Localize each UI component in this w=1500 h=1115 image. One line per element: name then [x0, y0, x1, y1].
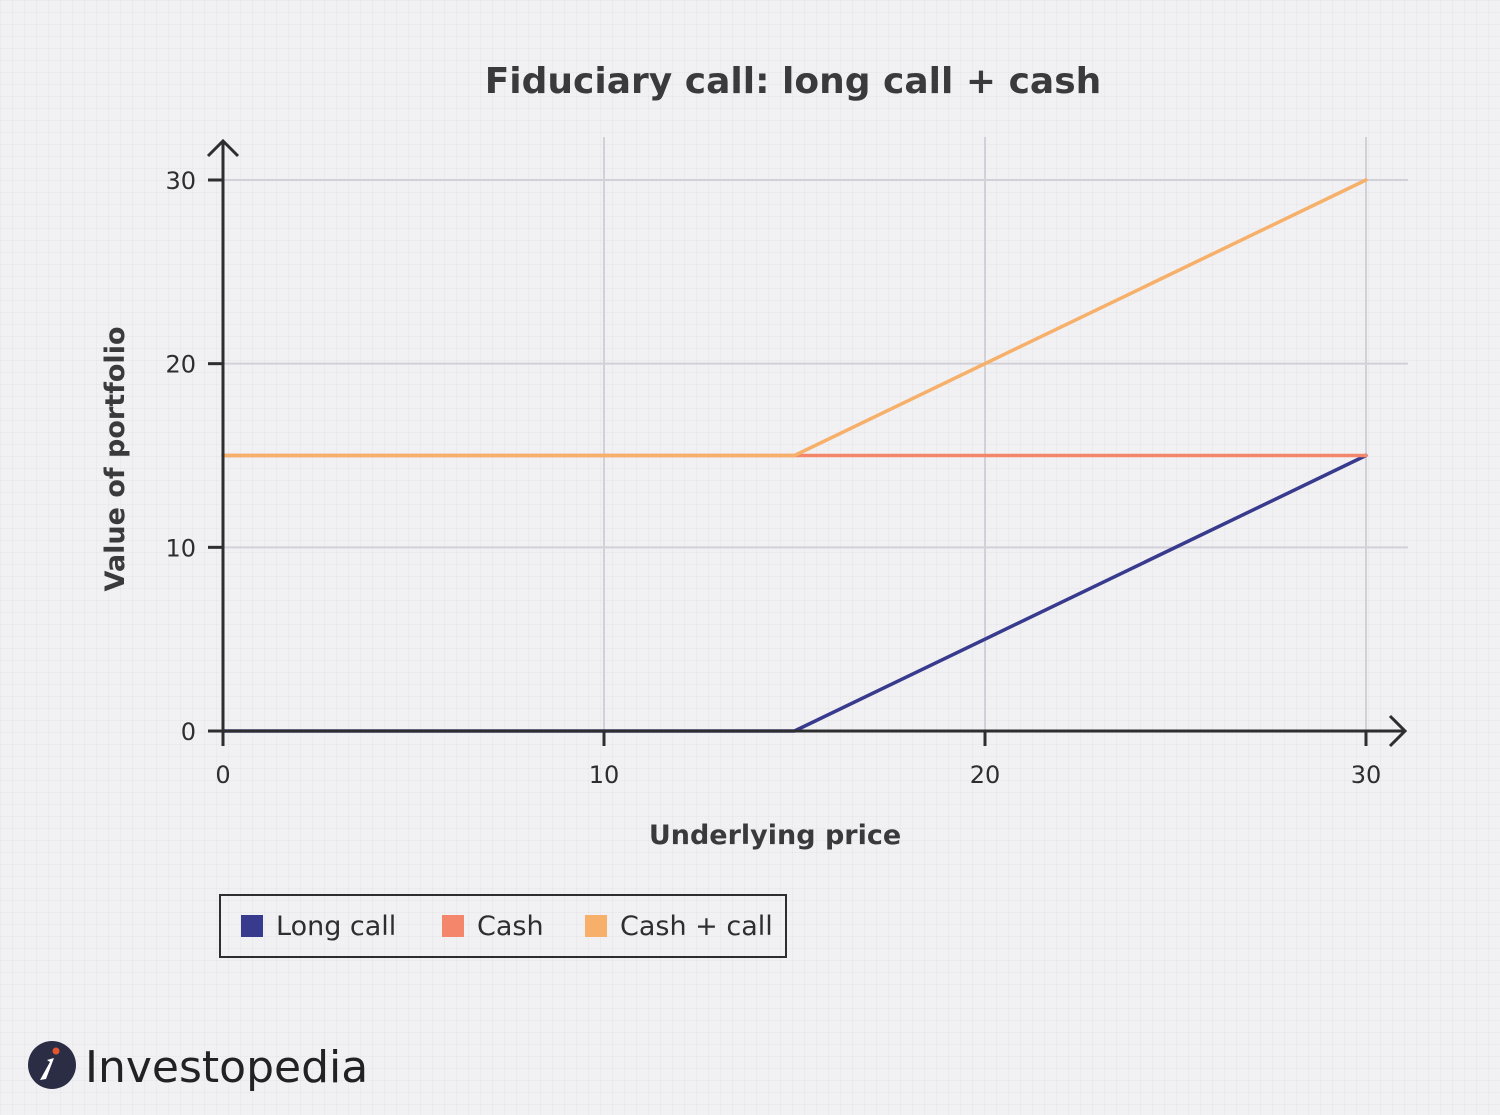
- grid: [223, 137, 1408, 731]
- chart-title: Fiduciary call: long call + cash: [485, 61, 1102, 102]
- legend-swatch-1: [241, 915, 263, 937]
- legend-label-1: Long call: [276, 911, 396, 942]
- y-tick-label-0: 0: [181, 718, 196, 746]
- logo-mark: [28, 1041, 76, 1089]
- legend-label-3: Cash + call: [620, 911, 773, 942]
- y-tick-label-20: 20: [165, 351, 196, 379]
- y-tick-label-10: 10: [165, 534, 196, 562]
- tick-labels: 0 10 20 30 0 10 20 30: [165, 167, 1381, 789]
- legend-swatch-3: [585, 915, 607, 937]
- series-line-1: [221, 453, 1368, 733]
- logo-text: Investopedia: [85, 1042, 368, 1093]
- logo-mark-stroke: [40, 1058, 54, 1080]
- x-tick-label-10: 10: [589, 761, 620, 789]
- x-tick-label-0: 0: [215, 761, 230, 789]
- series-layer: [221, 178, 1368, 733]
- legend-swatch-2: [442, 915, 464, 937]
- legend-label-2: Cash: [477, 911, 544, 942]
- investopedia-logo: Investopedia: [28, 1041, 368, 1093]
- x-axis-label: Underlying price: [649, 820, 901, 851]
- legend-box: [219, 894, 787, 958]
- x-tick-label-20: 20: [970, 761, 1001, 789]
- y-axis-arrow: [206, 138, 240, 158]
- axes: [206, 138, 1408, 748]
- x-axis-arrow: [1388, 714, 1408, 748]
- logo-mark-dot: [52, 1047, 60, 1055]
- y-tick-label-30: 30: [165, 167, 196, 195]
- series-line-3: [221, 178, 1368, 458]
- x-tick-label-30: 30: [1351, 761, 1382, 789]
- legend: Long call Cash Cash + call: [219, 894, 787, 958]
- y-axis-label: Value of portfolio: [100, 327, 131, 592]
